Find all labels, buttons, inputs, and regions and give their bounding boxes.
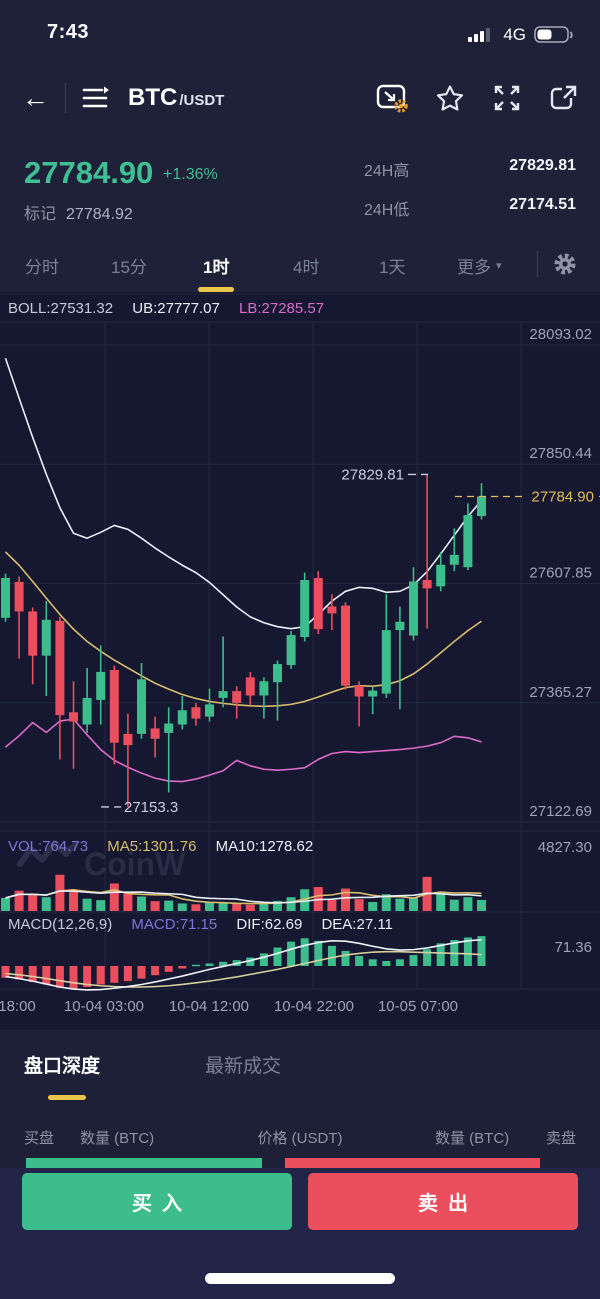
macd-params: MACD(12,26,9) xyxy=(8,916,113,933)
col-amount-buy: 数量 (BTC) xyxy=(80,1130,155,1147)
boll-ub-value: UB:27777.07 xyxy=(132,300,220,317)
col-buy-side: 买盘 xyxy=(24,1130,55,1147)
battery-icon xyxy=(534,26,573,43)
svg-text:28093.02: 28093.02 xyxy=(529,326,592,343)
interval-tabs: 分时 15分 1时 4时 1天 更多 ▾ xyxy=(0,243,600,293)
volume-indicator-row: VOL:764.73 MA5:1301.76 MA10:1278.62 xyxy=(8,838,328,855)
sell-button[interactable]: 卖出 xyxy=(308,1173,578,1230)
mark-price: 27784.92 xyxy=(66,206,133,223)
svg-text:27829.81: 27829.81 xyxy=(341,466,404,483)
low-24h-label: 24H低 xyxy=(364,202,410,219)
col-amount-sell: 数量 (BTC) xyxy=(435,1130,510,1147)
depth-bar-sell xyxy=(285,1158,540,1169)
low-24h-value: 27174.51 xyxy=(509,196,576,213)
mark-label: 标记 xyxy=(24,206,57,223)
pair-base: BTC xyxy=(128,84,178,111)
pair-list-icon[interactable] xyxy=(82,86,112,110)
svg-text:27607.85: 27607.85 xyxy=(529,565,592,582)
macd-indicator-row: MACD(12,26,9) MACD:71.15 DIF:62.69 DEA:2… xyxy=(8,916,408,933)
dea-value: DEA:27.11 xyxy=(321,916,393,933)
orderbook-section: 盘口深度 最新成交 买盘 数量 (BTC) 价格 (USDT) 数量 (BTC)… xyxy=(0,1028,600,1169)
chart-header: ← BTC /USDT xyxy=(0,62,600,134)
tab-depth[interactable]: 盘口深度 xyxy=(24,1056,101,1077)
boll-indicator-row: BOLL:27531.32 UB:27777.07 LB:27285.57 xyxy=(8,300,339,317)
signal-icon xyxy=(468,28,491,42)
boll-value: BOLL:27531.32 xyxy=(8,300,114,317)
low-24h-row: 24H低 27174.51 xyxy=(364,196,576,220)
tab-1hour[interactable]: 1时 xyxy=(203,253,229,278)
kline-chart[interactable]: 28093.02 27850.44 27607.85 27365.27 27122.69… xyxy=(0,292,600,1028)
svg-text:10-04 22:00: 10-04 22:00 xyxy=(274,998,354,1015)
col-sell-side: 卖盘 xyxy=(545,1130,576,1147)
share-icon[interactable] xyxy=(549,84,578,113)
active-tab-underline xyxy=(48,1095,86,1100)
clock: 7:43 xyxy=(47,21,90,43)
favorite-star-icon[interactable] xyxy=(435,84,465,113)
svg-text:27784.90: 27784.90 xyxy=(531,488,594,505)
chart-style-icon[interactable] xyxy=(376,83,408,113)
dif-value: DIF:62.69 xyxy=(236,916,303,933)
tab-15min[interactable]: 15分 xyxy=(111,258,147,277)
vol-ma5-value: MA5:1301.76 xyxy=(107,838,197,855)
svg-text:4827.30: 4827.30 xyxy=(538,839,592,856)
svg-text:27850.44: 27850.44 xyxy=(529,445,592,462)
back-icon[interactable]: ← xyxy=(22,82,49,113)
pair-quote: /USDT xyxy=(179,92,225,109)
macd-value: MACD:71.15 xyxy=(131,916,218,933)
buy-button[interactable]: 买入 xyxy=(22,1173,292,1230)
vol-ma10-value: MA10:1278.62 xyxy=(215,838,314,855)
change-percent: +1.36% xyxy=(163,166,218,183)
svg-text:27122.69: 27122.69 xyxy=(529,803,592,820)
fullscreen-icon[interactable] xyxy=(492,83,522,113)
mark-price-row: 标记 27784.92 xyxy=(24,200,133,224)
svg-text:27153.3: 27153.3 xyxy=(124,799,178,816)
ticker-panel: 27784.90 +1.36% 标记 27784.92 24H高 27829.81… xyxy=(0,137,600,237)
svg-text:10-05 07:00: 10-05 07:00 xyxy=(378,998,458,1015)
high-24h-value: 27829.81 xyxy=(509,157,576,174)
home-indicator[interactable] xyxy=(205,1273,395,1284)
svg-text:10-04 03:00: 10-04 03:00 xyxy=(64,998,144,1015)
vol-value: VOL:764.73 xyxy=(8,838,89,855)
pair-title: BTC /USDT xyxy=(128,84,224,112)
action-bar: 买入 卖出 xyxy=(0,1168,600,1299)
col-price: 价格 (USDT) xyxy=(257,1130,343,1147)
high-24h-row: 24H高 27829.81 xyxy=(364,157,576,181)
divider xyxy=(65,83,66,113)
tab-timeline[interactable]: 分时 xyxy=(25,258,59,277)
chevron-down-icon: ▾ xyxy=(496,260,502,272)
network-type: 4G xyxy=(503,25,526,44)
tab-1day[interactable]: 1天 xyxy=(379,258,406,277)
svg-text:CoinW: CoinW xyxy=(84,846,186,882)
divider xyxy=(537,251,538,277)
tab-4hour[interactable]: 4时 xyxy=(293,258,320,277)
svg-text:71.36: 71.36 xyxy=(554,939,592,956)
last-price: 27784.90 xyxy=(24,155,154,190)
high-24h-label: 24H高 xyxy=(364,163,410,180)
status-bar: 7:43 4G xyxy=(0,0,600,60)
chart-settings-gear-icon[interactable] xyxy=(553,252,577,276)
boll-lb-value: LB:27285.57 xyxy=(239,300,325,317)
tab-latest-trades[interactable]: 最新成交 xyxy=(205,1056,282,1077)
svg-text:18:00: 18:00 xyxy=(0,998,36,1015)
depth-bar-buy xyxy=(26,1158,262,1169)
svg-text:10-04 12:00: 10-04 12:00 xyxy=(169,998,249,1015)
tab-more[interactable]: 更多 ▾ xyxy=(457,258,502,277)
svg-text:27365.27: 27365.27 xyxy=(529,684,592,701)
